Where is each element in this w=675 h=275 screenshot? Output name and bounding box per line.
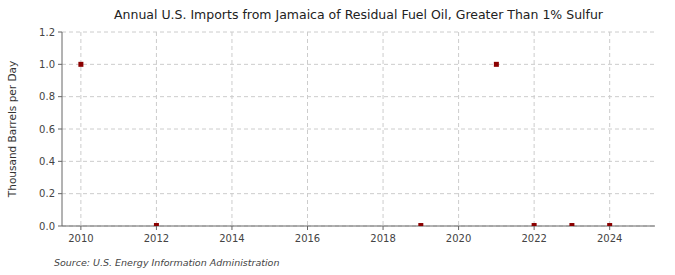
y-tick-label: 1.0 [39, 59, 55, 70]
y-tick-label: 0.0 [39, 221, 55, 232]
y-tick-label: 0.4 [39, 156, 55, 167]
x-grid-line [307, 32, 308, 226]
x-tick-label: 2018 [370, 233, 395, 244]
source-note: Source: U.S. Energy Information Administ… [54, 257, 279, 268]
y-grid-line [62, 161, 655, 162]
y-tick-label: 0.2 [39, 188, 55, 199]
x-tick [231, 226, 232, 230]
y-tick-label: 1.2 [39, 27, 55, 38]
x-tick-label: 2024 [597, 233, 622, 244]
x-axis-line [62, 226, 655, 227]
x-grid-line [609, 32, 610, 226]
x-grid-line [80, 32, 81, 226]
y-axis-line [62, 32, 63, 226]
x-grid-line [383, 32, 384, 226]
point [418, 223, 423, 226]
y-tick [58, 96, 62, 97]
point [569, 223, 574, 226]
x-tick-label: 2022 [521, 233, 546, 244]
x-tick [156, 226, 157, 230]
grid [62, 32, 655, 226]
x-tick-label: 2020 [446, 233, 471, 244]
x-tick-label: 2014 [219, 233, 244, 244]
x-grid-line [231, 32, 232, 226]
y-grid-line [62, 226, 655, 227]
y-tick-label: 0.6 [39, 124, 55, 135]
y-tick [58, 32, 62, 33]
x-tick [534, 226, 535, 230]
x-tick-label: 2012 [144, 233, 169, 244]
x-grid-line [156, 32, 157, 226]
chart-container: 0.0 0.2 0.4 0.6 0.8 1.0 1.2 2010 2012 2014 2016 201… [0, 0, 675, 275]
x-tick [458, 226, 459, 230]
y-tick [58, 161, 62, 162]
y-grid-line [62, 96, 655, 97]
point [154, 223, 159, 226]
point [494, 62, 499, 67]
x-grid-line [458, 32, 459, 226]
x-grid-line [534, 32, 535, 226]
y-tick [58, 129, 62, 130]
x-tick [80, 226, 81, 230]
x-tick-label: 2010 [68, 233, 93, 244]
x-tick [609, 226, 610, 230]
point [78, 62, 83, 67]
y-tick-label: 0.8 [39, 91, 55, 102]
y-grid-line [62, 129, 655, 130]
x-tick [307, 226, 308, 230]
y-grid-line [62, 193, 655, 194]
points [78, 62, 612, 226]
chart-svg: 0.0 0.2 0.4 0.6 0.8 1.0 1.2 2010 2012 2014 2016 201… [0, 0, 675, 275]
y-tick [58, 226, 62, 227]
y-tick [58, 193, 62, 194]
point [532, 223, 537, 226]
point [607, 223, 612, 226]
y-axis-label: Thousand Barrels per Day [6, 61, 18, 198]
y-grid-line [62, 64, 655, 65]
axes: 0.0 0.2 0.4 0.6 0.8 1.0 1.2 2010 2012 2014 2016 201… [39, 27, 655, 245]
x-tick [383, 226, 384, 230]
y-tick [58, 64, 62, 65]
y-grid-line [62, 32, 655, 33]
x-tick-label: 2016 [295, 233, 320, 244]
title: Annual U.S. Imports from Jamaica of Resi… [114, 7, 604, 22]
